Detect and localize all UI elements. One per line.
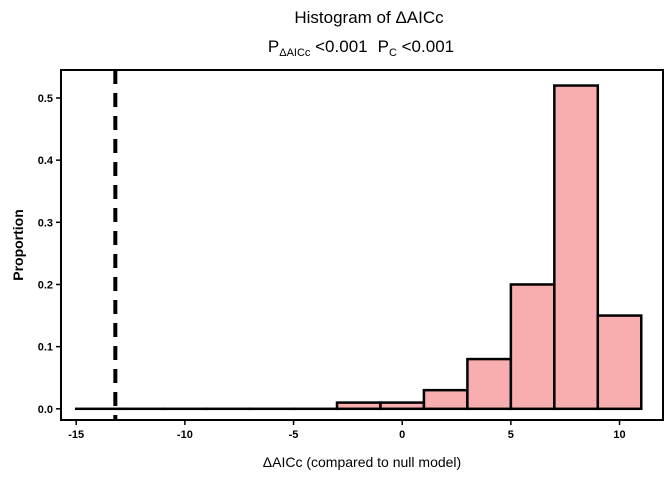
histogram-bar: [422, 388, 469, 411]
x-tick-label: 10: [613, 429, 625, 441]
y-tick-label: 0.4: [38, 155, 54, 167]
x-tick-label: -15: [68, 429, 84, 441]
chart-title: Histogram of ΔAICc: [294, 8, 444, 27]
x-tick-label: 5: [508, 429, 514, 441]
histogram-bar: [596, 314, 643, 411]
y-axis-label: Proportion: [10, 209, 26, 281]
y-tick-label: 0.2: [38, 279, 53, 291]
p-delta-label: P: [268, 37, 279, 56]
x-axis-ticks: -15 -10 -5 0 5 10: [68, 420, 626, 441]
x-tick-label: 0: [399, 429, 405, 441]
histogram-bar: [379, 401, 426, 411]
y-tick-label: 0.5: [38, 93, 53, 105]
histogram-bars: [74, 84, 643, 411]
x-tick-label: -10: [177, 429, 193, 441]
y-tick-label: 0.3: [38, 217, 53, 229]
p-delta-subscript: ΔAICc: [279, 47, 311, 59]
p-delta-value: <0.001: [310, 37, 367, 56]
histogram-bar: [553, 84, 600, 411]
histogram-bar: [466, 357, 513, 411]
x-axis-label: ΔAICc (compared to null model): [263, 454, 461, 470]
y-tick-label: 0.0: [38, 404, 53, 416]
y-tick-label: 0.1: [38, 342, 53, 354]
p-c-subscript: C: [389, 47, 397, 59]
histogram-bar: [335, 401, 382, 411]
chart-subtitle: PΔAICc <0.001 PC <0.001: [268, 37, 454, 59]
histogram-bar: [509, 283, 556, 411]
p-c-value: <0.001: [397, 37, 454, 56]
y-axis-ticks: 0.0 0.1 0.2 0.3 0.4 0.5: [38, 93, 61, 416]
p-c-label: P: [378, 37, 389, 56]
plot-panel-border: [60, 69, 664, 421]
x-tick-label: -5: [289, 429, 299, 441]
